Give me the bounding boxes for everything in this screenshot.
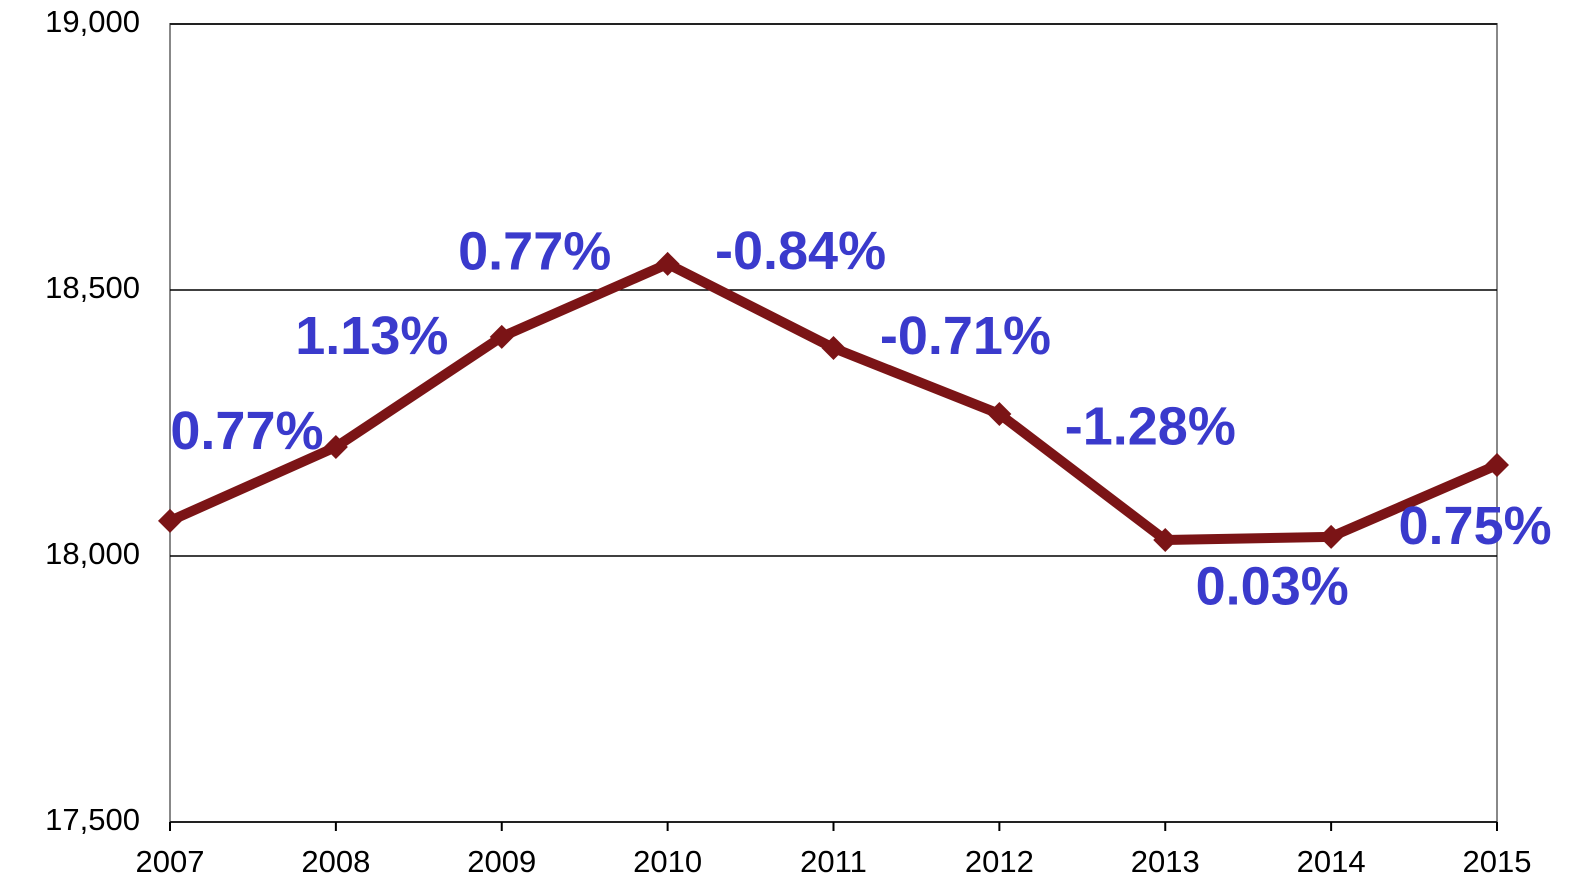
data-point: [158, 508, 182, 533]
y-tick-label: 17,500: [45, 802, 140, 837]
x-tick-label: 2012: [965, 844, 1034, 879]
growth-label: 0.75%: [1399, 496, 1552, 556]
growth-label: 0.77%: [458, 222, 611, 282]
x-tick-label: 2014: [1297, 844, 1366, 879]
data-point: [1319, 524, 1344, 549]
x-tick-label: 2013: [1131, 844, 1200, 879]
growth-label: -1.28%: [1065, 396, 1236, 456]
data-point: [821, 335, 846, 360]
data-point: [1153, 528, 1178, 553]
y-tick-label: 18,500: [45, 270, 140, 305]
y-tick-label: 19,000: [45, 4, 140, 39]
data-point: [489, 324, 514, 349]
x-tick-label: 2010: [633, 844, 702, 879]
growth-label: -0.84%: [715, 221, 886, 281]
growth-label: 0.03%: [1196, 557, 1349, 617]
data-point: [323, 434, 348, 459]
x-tick-label: 2009: [467, 844, 536, 879]
data-point: [655, 251, 680, 276]
growth-label: 1.13%: [295, 306, 448, 366]
y-tick-label: 18,000: [45, 536, 140, 571]
x-tick-label: 2008: [301, 844, 370, 879]
x-tick-label: 2011: [800, 844, 867, 879]
data-point: [987, 401, 1012, 426]
x-tick-label: 2007: [136, 844, 205, 879]
growth-label: -0.71%: [880, 306, 1051, 366]
x-tick-label: 2015: [1463, 844, 1532, 879]
growth-label: 0.77%: [170, 401, 323, 461]
data-point: [1485, 453, 1509, 478]
